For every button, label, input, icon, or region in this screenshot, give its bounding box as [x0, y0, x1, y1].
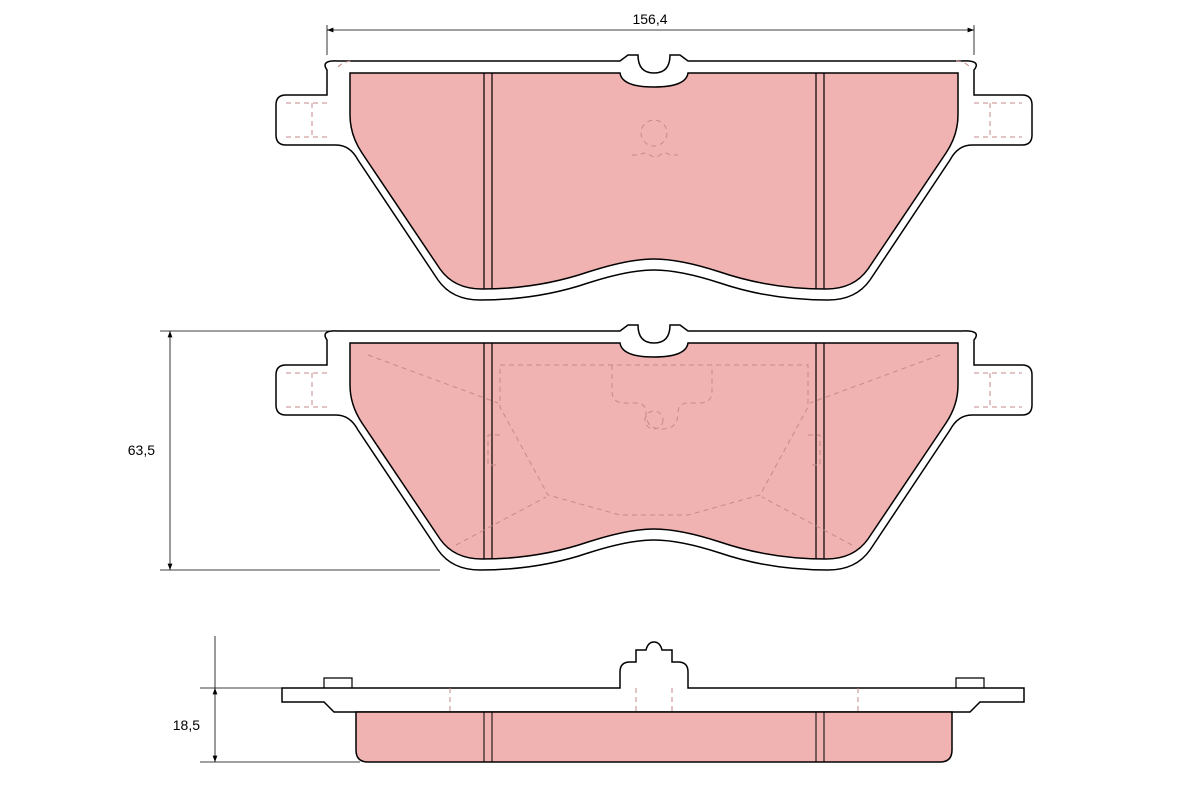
brake-pad-side — [282, 642, 1024, 762]
pad1-friction — [350, 73, 958, 289]
thickness-label: 18,5 — [173, 717, 200, 733]
side-clip-right — [956, 678, 984, 688]
side-clip-left — [324, 678, 352, 688]
width-dimension: 156,4 — [327, 11, 974, 55]
brake-pad-middle — [276, 325, 1032, 570]
pad2-friction — [350, 343, 958, 559]
technical-drawing: 156,4 — [0, 0, 1200, 800]
height-label: 63,5 — [128, 442, 155, 458]
brake-pad-top — [276, 55, 1032, 300]
width-label: 156,4 — [632, 11, 667, 27]
side-friction — [356, 712, 952, 762]
side-backing — [282, 642, 1024, 712]
